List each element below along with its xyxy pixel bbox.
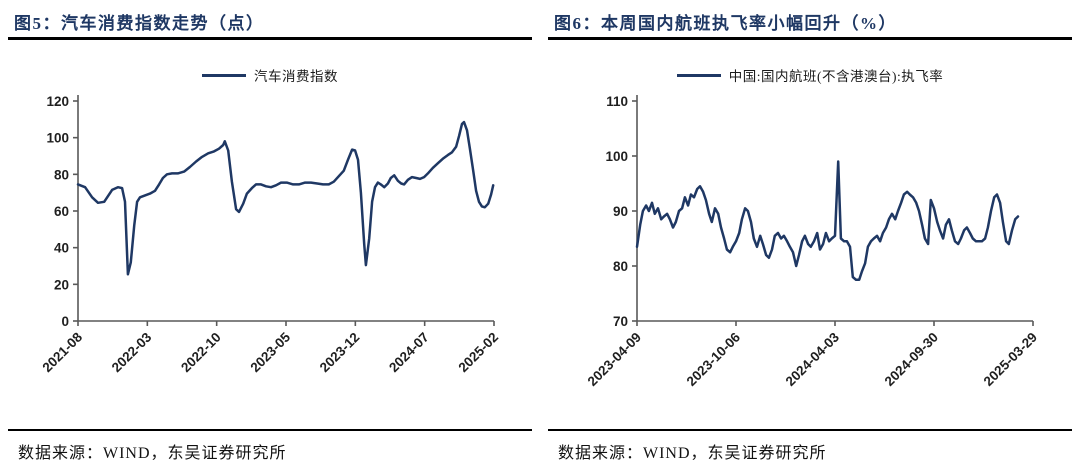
y-tick-label: 80 bbox=[613, 259, 628, 274]
y-tick-label: 70 bbox=[613, 314, 628, 329]
y-tick-label: 90 bbox=[613, 204, 628, 219]
legend-label: 汽车消费指数 bbox=[254, 69, 338, 84]
y-tick-label: 80 bbox=[54, 167, 69, 182]
x-axis: 2023-04-09 2023-10-06 2024-04-03 2024-09-30… bbox=[585, 320, 1040, 389]
x-tick-label: 2022-03 bbox=[109, 329, 155, 375]
y-tick-label: 100 bbox=[46, 131, 69, 146]
y-tick-label: 60 bbox=[54, 204, 69, 219]
figure-5: 图5：汽车消费指数走势（点） 汽车消费指数 0 20 40 60 80 100 120 202… bbox=[8, 0, 532, 467]
x-tick-label: 2022-10 bbox=[178, 330, 224, 376]
y-tick-label: 40 bbox=[54, 241, 69, 256]
x-tick-label: 2024-07 bbox=[386, 330, 432, 376]
figure-6: 图6：本周国内航班执飞率小幅回升（%） 中国:国内航班(不含港澳台):执飞率 7… bbox=[548, 0, 1072, 467]
x-tick-label: 2023-04-09 bbox=[585, 330, 644, 389]
auto-consumption-index-chart: 0 20 40 60 80 100 120 2021-08 2022-03 2022-10 2023… bbox=[39, 95, 501, 376]
legend-line-swatch bbox=[676, 73, 721, 77]
figure-5-legend: 汽车消费指数 bbox=[8, 66, 532, 84]
y-tick-label: 20 bbox=[54, 277, 69, 292]
legend-line-swatch bbox=[202, 73, 246, 77]
y-axis: 0 20 40 60 80 100 120 bbox=[46, 95, 79, 329]
x-tick-label: 2023-10-06 bbox=[684, 329, 744, 389]
y-tick-label: 110 bbox=[606, 95, 628, 109]
figure-5-source-note: 数据来源：WIND，东吴证券研究所 bbox=[8, 429, 532, 467]
figure-5-chart-area: 汽车消费指数 0 20 40 60 80 100 120 2021-08 2022-03 2022… bbox=[8, 66, 532, 429]
y-tick-label: 120 bbox=[46, 95, 69, 109]
series-line bbox=[76, 120, 495, 276]
x-tick-label: 2023-12 bbox=[317, 330, 363, 376]
series-line bbox=[635, 160, 1020, 282]
x-tick-label: 2025-02 bbox=[455, 330, 501, 376]
x-axis: 2021-08 2022-03 2022-10 2023-05 2023-12 2024-… bbox=[39, 320, 501, 376]
x-tick-label: 2021-08 bbox=[39, 329, 85, 375]
x-tick-label: 2024-04-03 bbox=[783, 329, 843, 389]
legend-label: 中国:国内航班(不含港澳台):执飞率 bbox=[728, 69, 944, 84]
figure-6-title: 图6：本周国内航班执飞率小幅回升（%） bbox=[548, 0, 1072, 40]
y-tick-label: 100 bbox=[605, 149, 628, 164]
x-tick-label: 2024-09-30 bbox=[882, 330, 941, 389]
x-tick-label: 2023-05 bbox=[247, 329, 293, 375]
figure-5-title: 图5：汽车消费指数走势（点） bbox=[8, 0, 532, 40]
figure-6-legend: 中国:国内航班(不含港澳台):执飞率 bbox=[548, 66, 1072, 84]
figure-6-source-note: 数据来源：WIND，东吴证券研究所 bbox=[548, 429, 1072, 467]
x-tick-label: 2025-03-29 bbox=[981, 330, 1040, 389]
y-axis: 70 80 90 100 110 bbox=[605, 95, 638, 329]
figure-6-chart-area: 中国:国内航班(不含港澳台):执飞率 70 80 90 100 110 2023-04-0… bbox=[548, 66, 1072, 429]
flight-execution-rate-chart: 70 80 90 100 110 2023-04-09 2023-10-06 2024-04-… bbox=[585, 95, 1040, 389]
y-tick-label: 0 bbox=[61, 314, 69, 329]
